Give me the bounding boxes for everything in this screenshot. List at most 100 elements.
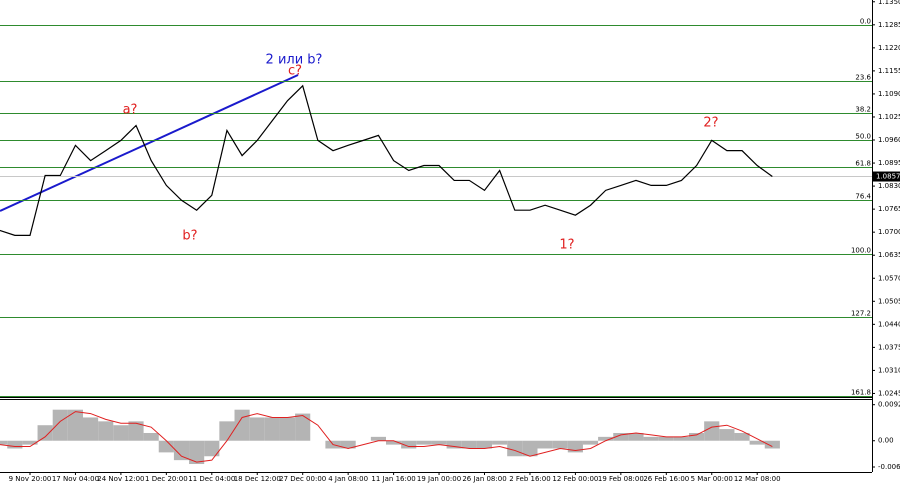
- oscillator-bar: [234, 409, 250, 441]
- x-tick-label: 1 Dec 20:00: [145, 475, 188, 483]
- fib-label: 23.6: [855, 74, 871, 82]
- oscillator-bar: [98, 421, 114, 441]
- osc-y-tick-label: 0.00: [878, 437, 894, 445]
- wave-label: 2?: [703, 116, 718, 131]
- oscillator-bar: [689, 432, 705, 441]
- oscillator-bar: [295, 413, 311, 441]
- y-tick-label: 1.0570: [878, 274, 900, 282]
- x-tick-label: 18 Dec 12:00: [234, 475, 281, 483]
- y-tick-label: 1.0830: [878, 182, 900, 190]
- fib-label: 50.0: [855, 133, 871, 141]
- y-tick-label: 1.0505: [878, 297, 900, 305]
- fib-label: 38.2: [855, 106, 871, 114]
- y-tick-label: 1.1025: [878, 113, 900, 121]
- oscillator-bar: [643, 436, 659, 441]
- oscillator-bar: [431, 440, 447, 445]
- x-tick-label: 24 Nov 12:00: [97, 475, 144, 483]
- oscillator-bar: [158, 440, 174, 453]
- wave-label: c?: [288, 64, 302, 79]
- fib-label: 61.8: [855, 160, 871, 168]
- x-tick-label: 26 Feb 16:00: [643, 475, 689, 483]
- x-tick-label: 11 Dec 04:00: [188, 475, 235, 483]
- oscillator-bar: [264, 417, 280, 441]
- oscillator-bar: [83, 417, 99, 441]
- oscillator-bar: [628, 432, 644, 441]
- wave-label: a?: [123, 103, 138, 118]
- y-tick-label: 1.0375: [878, 343, 900, 351]
- y-tick-label: 1.1350: [878, 0, 900, 6]
- x-tick-label: 12 Feb 00:00: [552, 475, 598, 483]
- oscillator-bar: [613, 432, 629, 441]
- oscillator-bar: [522, 440, 538, 457]
- fib-label: 127.2: [851, 310, 871, 318]
- oscillator-bar: [749, 440, 765, 445]
- y-tick-label: 1.1220: [878, 44, 900, 52]
- x-tick-label: 19 Jan 00:00: [417, 475, 461, 483]
- oscillator-bar: [492, 440, 508, 445]
- wave-label: b?: [182, 229, 197, 244]
- oscillator-bar: [734, 432, 750, 441]
- oscillator-bar: [249, 417, 265, 441]
- oscillator-bar: [719, 429, 735, 441]
- price-line: [0, 84, 773, 236]
- oscillator-bar: [658, 436, 674, 441]
- y-tick-label: 1.0960: [878, 136, 900, 144]
- signal-line: [0, 411, 773, 463]
- oscillator-bar: [582, 440, 599, 445]
- osc-y-tick-label: -0.00677: [878, 463, 900, 471]
- oscillator-bar: [279, 417, 296, 441]
- y-tick-label: 1.0765: [878, 205, 900, 213]
- oscillator-bar: [113, 425, 129, 441]
- oscillator-bar: [673, 436, 689, 441]
- fib-label: 76.4: [855, 193, 871, 201]
- x-tick-label: 4 Jan 08:00: [328, 475, 368, 483]
- oscillator-bar: [552, 440, 568, 449]
- x-tick-label: 27 Dec 00:00: [279, 475, 326, 483]
- oscillator-bar: [567, 440, 583, 453]
- oscillator-bar: [128, 421, 144, 441]
- oscillator-bar: [189, 440, 205, 465]
- oscillator-bar: [704, 421, 720, 441]
- oscillator-bar: [143, 432, 159, 441]
- osc-y-tick-label: 0.00929: [878, 401, 900, 409]
- y-tick-label: 1.0895: [878, 159, 900, 167]
- oscillator-bar: [416, 440, 432, 445]
- last-price-label: 1.0857: [876, 173, 900, 181]
- oscillator-bar: [370, 436, 386, 441]
- oscillator-bar: [507, 440, 523, 457]
- x-tick-label: 12 Mar 08:00: [734, 475, 781, 483]
- fib-label: 0.0: [860, 18, 871, 26]
- wave-label: 2 или b?: [266, 53, 323, 68]
- oscillator-bar: [7, 440, 23, 449]
- y-tick-label: 1.0635: [878, 251, 900, 259]
- y-tick-label: 1.1090: [878, 90, 900, 98]
- y-tick-label: 1.0245: [878, 389, 900, 397]
- x-tick-label: 5 Mar 00:00: [691, 475, 733, 483]
- y-tick-label: 1.1285: [878, 21, 900, 29]
- x-tick-label: 11 Jan 16:00: [371, 475, 415, 483]
- y-tick-label: 1.1155: [878, 67, 900, 75]
- oscillator-bar: [340, 440, 356, 449]
- oscillator-bar: [598, 436, 614, 441]
- y-tick-label: 1.0310: [878, 366, 900, 374]
- oscillator-bar: [476, 440, 493, 449]
- oscillator-bar: [401, 440, 417, 449]
- oscillator-bar: [219, 421, 235, 441]
- oscillator-bar: [204, 440, 220, 457]
- oscillator-bar: [37, 425, 53, 441]
- oscillator-bar: [173, 440, 190, 461]
- oscillator-bar: [764, 440, 780, 449]
- fib-label: 161.8: [851, 389, 871, 397]
- x-tick-label: 17 Nov 04:00: [52, 475, 99, 483]
- oscillator-bar: [52, 409, 68, 441]
- oscillator-bar: [0, 440, 8, 445]
- wave-label: 1?: [559, 238, 574, 253]
- oscillator-bar: [67, 409, 83, 441]
- x-tick-label: 19 Feb 08:00: [598, 475, 644, 483]
- oscillator-bar: [446, 440, 462, 449]
- last-price-tag: [873, 171, 900, 182]
- oscillator-bar: [537, 440, 553, 449]
- oscillator-bar: [386, 440, 402, 445]
